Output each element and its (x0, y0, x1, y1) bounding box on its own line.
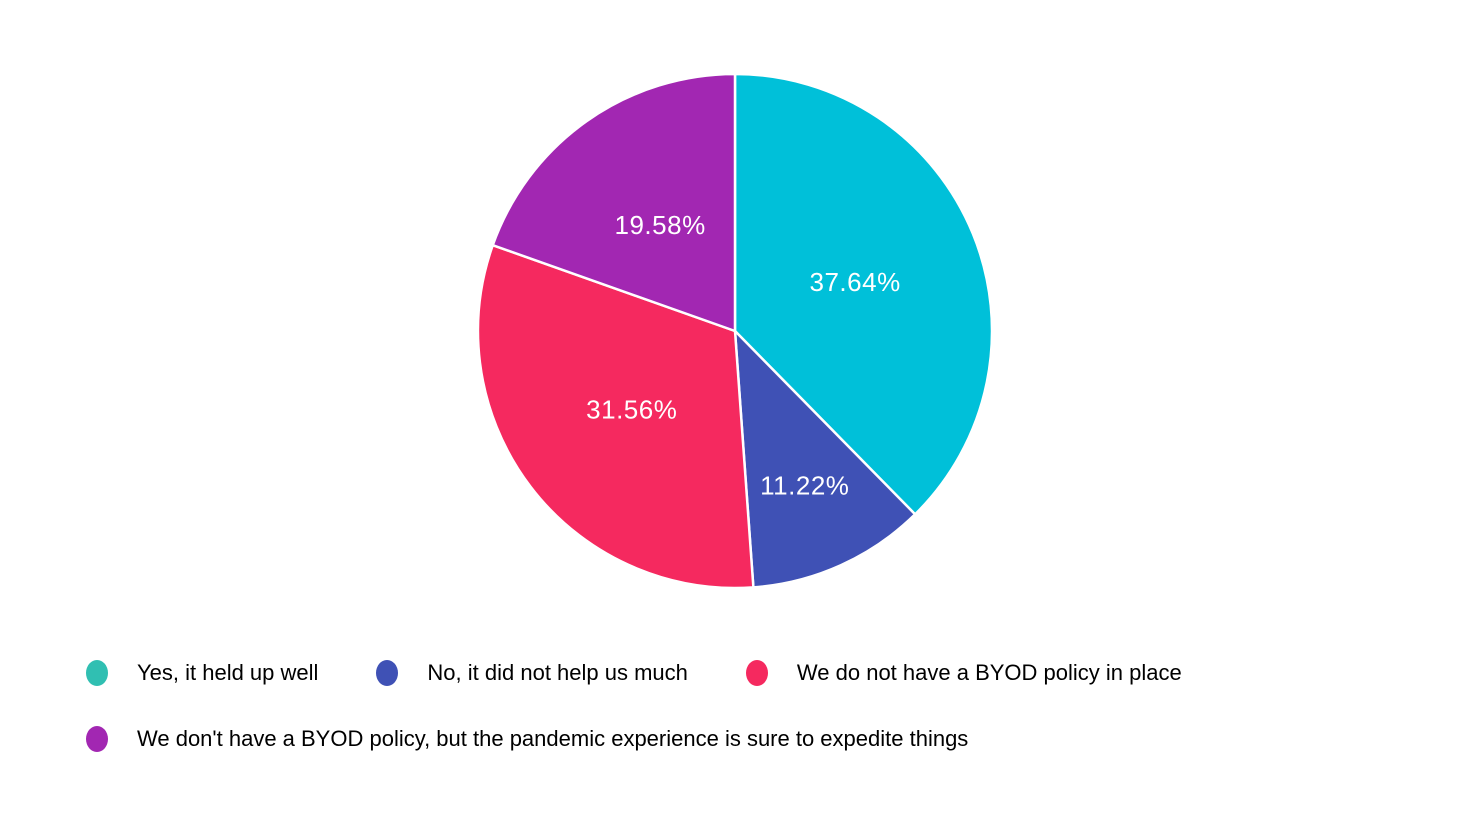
legend-label: We do not have a BYOD policy in place (796, 660, 1182, 685)
slice-percent-label-0: 37.64% (810, 267, 901, 297)
legend-label: No, it did not help us much (427, 660, 688, 685)
legend-item-1[interactable]: No, it did not help us much (376, 659, 688, 687)
legend-dot-icon (86, 660, 108, 686)
pie-slice-2[interactable] (476, 243, 755, 590)
slice-percent-label-3: 19.58% (615, 210, 706, 240)
legend-item-2[interactable]: We do not have a BYOD policy in place (745, 659, 1182, 687)
legend-label: Yes, it held up well (137, 660, 319, 685)
slice-percent-label-1: 11.22% (760, 471, 849, 501)
legend-label: We don't have a BYOD policy, but the pan… (137, 726, 969, 751)
pie-slice-3[interactable] (491, 72, 737, 333)
legend-dot-icon (376, 660, 399, 686)
legend-dot-icon (745, 660, 768, 686)
legend-dot-icon (86, 726, 108, 752)
pie-slice-1[interactable] (733, 329, 917, 589)
pie-slice-0[interactable] (733, 72, 994, 516)
legend-item-0[interactable]: Yes, it held up well (86, 659, 318, 687)
legend: Yes, it held up well No, it did not help … (86, 659, 1426, 753)
slice-percent-label-2: 31.56% (586, 395, 677, 425)
legend-item-3[interactable]: We don't have a BYOD policy, but the pan… (86, 725, 968, 753)
